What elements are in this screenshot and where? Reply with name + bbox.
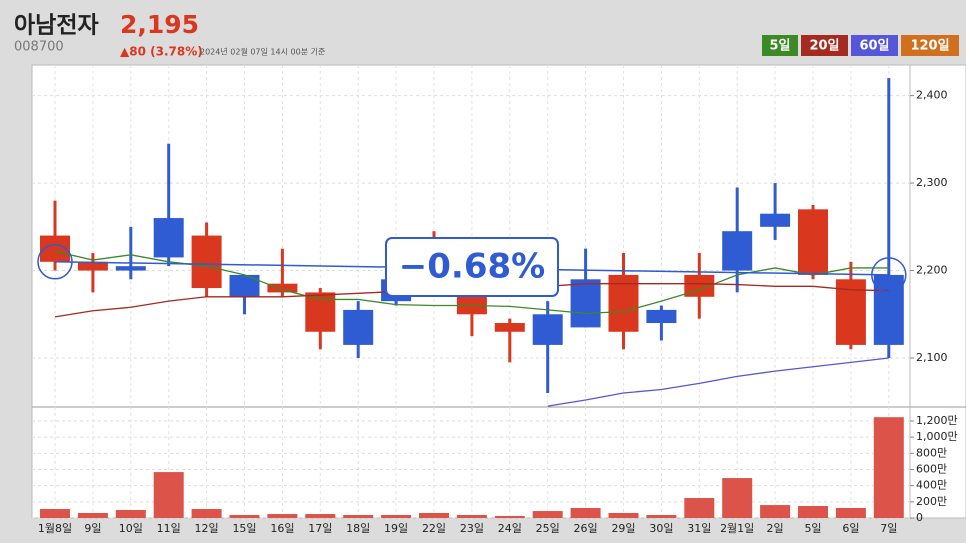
candle-body: [305, 292, 336, 332]
candle-body: [494, 323, 525, 332]
x-tick-label: 23일: [460, 521, 484, 535]
x-tick-label: 6일: [842, 521, 859, 535]
x-tick-label: 22일: [422, 521, 446, 535]
candle-body: [722, 231, 753, 271]
annotation-circle: [37, 244, 73, 280]
volume-bar: [798, 506, 828, 518]
x-tick-label: 16일: [270, 521, 294, 535]
candle-body: [684, 274, 715, 297]
legend-button: [801, 35, 848, 56]
candle-body: [646, 309, 677, 324]
candle-body: [191, 235, 222, 289]
legend-button: [851, 35, 898, 56]
legend-button: [762, 35, 798, 56]
x-tick-label: 26일: [574, 521, 598, 535]
stock-price: 2,195: [120, 10, 199, 39]
x-tick-label: 11일: [157, 521, 181, 535]
x-tick-label: 5일: [804, 521, 821, 535]
candle-body: [608, 274, 639, 332]
legend-label: 120일: [910, 39, 949, 54]
x-tick-label: 19일: [384, 521, 408, 535]
legend-label: 20일: [809, 39, 839, 54]
y-tick-label: 0: [916, 511, 923, 524]
volume-bar: [381, 515, 412, 518]
moving-average-line: [547, 357, 889, 407]
price-change: ▲80 (3.78%): [120, 45, 203, 59]
x-tick-label: 31일: [687, 521, 711, 535]
y-tick-label: 2,400: [916, 89, 948, 102]
candle-body: [267, 283, 298, 293]
candle-body: [873, 274, 904, 345]
x-tick-label: 15일: [232, 521, 256, 535]
x-tick-label: 25일: [536, 521, 560, 535]
y-tick-label: 2,200: [916, 264, 948, 277]
y-tick-label: 1,200만: [916, 414, 958, 427]
candle-body: [798, 209, 828, 275]
y-tick-label: 800만: [916, 446, 947, 459]
volume-bar: [760, 505, 791, 518]
volume-bar: [722, 478, 753, 518]
volume-bar: [532, 511, 563, 518]
annotation-text: −0.68%: [399, 247, 545, 287]
y-tick-label: 400만: [916, 479, 947, 492]
candle-body: [77, 261, 108, 271]
volume-bar: [873, 417, 904, 518]
volume-bar: [684, 498, 715, 518]
volume-bar: [153, 472, 184, 518]
volume-bar: [305, 514, 336, 518]
volume-bar: [343, 515, 374, 518]
volume-bar: [419, 512, 449, 518]
y-tick-label: 200만: [916, 495, 947, 508]
x-tick-label: 2일: [767, 521, 784, 535]
candle-body: [115, 266, 146, 271]
volume-bar: [608, 512, 639, 518]
x-tick-label: 29일: [611, 521, 635, 535]
stock-name: 아남전자: [14, 13, 99, 39]
volume-bar: [40, 509, 70, 518]
candle-body: [153, 218, 184, 258]
x-tick-label: 1월8일: [38, 521, 72, 535]
x-tick-label: 7일: [880, 521, 897, 535]
x-tick-label: 18일: [346, 521, 370, 535]
candle-body: [343, 309, 374, 345]
candle-body: [532, 314, 563, 345]
volume-bar: [77, 512, 108, 518]
y-tick-label: 2,100: [916, 351, 948, 364]
y-tick-label: 2,300: [916, 176, 948, 189]
y-tick-label: 600만: [916, 462, 947, 475]
annotation-box: [385, 237, 559, 297]
x-tick-label: 17일: [308, 521, 332, 535]
candle-body: [570, 279, 601, 328]
candle-body: [760, 213, 791, 227]
x-tick-label: 9일: [84, 521, 101, 535]
volume-bar: [456, 515, 487, 518]
volume-bar: [267, 514, 298, 518]
y-tick-label: 1,000만: [916, 430, 958, 443]
timestamp: 2024년 02월 07일 14시 00분 기준: [200, 47, 325, 57]
volume-bar: [570, 507, 601, 518]
volume-bar: [191, 509, 222, 518]
volume-bar: [646, 515, 677, 518]
x-tick-label: 10일: [119, 521, 143, 535]
legend-button: [901, 35, 959, 56]
volume-bar: [835, 507, 866, 518]
volume-bar: [494, 515, 525, 518]
x-tick-label: 12일: [195, 521, 219, 535]
candle-body: [229, 274, 260, 297]
volume-bar: [115, 509, 146, 518]
legend-label: 5일: [769, 39, 790, 54]
annotation-circle: [871, 257, 907, 293]
x-tick-label: 24일: [498, 521, 522, 535]
legend-label: 60일: [859, 39, 889, 54]
x-tick-label: 30일: [649, 521, 673, 535]
stock-code: 008700: [14, 40, 64, 55]
x-tick-label: 2월1일: [720, 521, 754, 535]
volume-bar: [229, 515, 260, 518]
